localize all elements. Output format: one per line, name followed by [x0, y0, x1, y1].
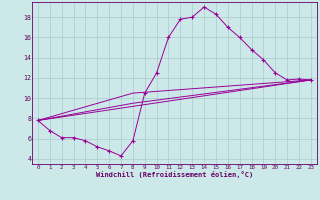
- X-axis label: Windchill (Refroidissement éolien,°C): Windchill (Refroidissement éolien,°C): [96, 171, 253, 178]
